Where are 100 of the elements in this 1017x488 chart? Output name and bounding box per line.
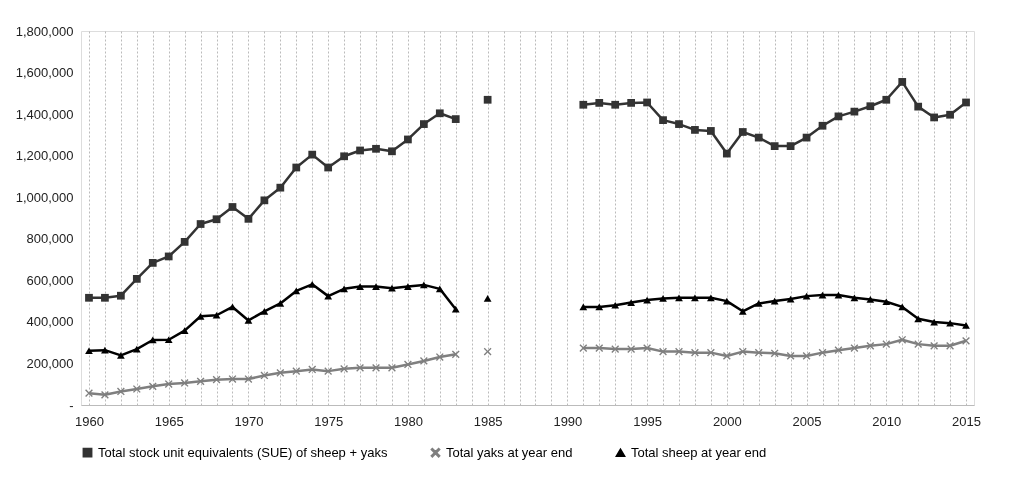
point bbox=[132, 275, 141, 283]
point bbox=[435, 353, 444, 361]
point bbox=[691, 126, 699, 134]
point bbox=[404, 360, 412, 369]
x-tick-label: 2015 bbox=[952, 413, 981, 429]
point bbox=[451, 350, 460, 359]
point bbox=[738, 128, 747, 136]
point bbox=[595, 99, 604, 107]
point bbox=[435, 109, 444, 118]
point bbox=[340, 285, 348, 293]
point bbox=[946, 341, 954, 350]
point bbox=[228, 203, 237, 211]
point bbox=[356, 146, 364, 155]
point bbox=[850, 344, 859, 352]
y-tick-label: - bbox=[69, 397, 74, 413]
x-tick-label: 1995 bbox=[633, 413, 663, 429]
point bbox=[946, 110, 954, 119]
point bbox=[914, 315, 923, 323]
point bbox=[595, 303, 604, 311]
y-tick-label: 1,600,000 bbox=[15, 65, 74, 81]
point bbox=[340, 364, 348, 373]
x-tick-label: 1965 bbox=[154, 413, 184, 429]
point bbox=[579, 344, 588, 352]
point bbox=[372, 283, 380, 290]
point bbox=[419, 120, 428, 128]
point bbox=[722, 352, 731, 360]
point bbox=[627, 345, 636, 353]
point bbox=[164, 252, 173, 261]
point bbox=[611, 345, 620, 353]
point bbox=[483, 95, 492, 104]
point bbox=[212, 215, 221, 224]
point bbox=[930, 341, 939, 350]
x-tick-label: 1980 bbox=[393, 413, 423, 429]
x-tick-label: 1990 bbox=[553, 413, 583, 429]
point bbox=[404, 283, 412, 290]
point bbox=[404, 135, 412, 144]
y-tick-label: 600,000 bbox=[26, 272, 74, 288]
point bbox=[372, 144, 380, 153]
point bbox=[116, 387, 125, 396]
point bbox=[930, 113, 939, 122]
point bbox=[707, 294, 715, 302]
point bbox=[962, 322, 970, 329]
point bbox=[643, 98, 651, 107]
point bbox=[308, 365, 317, 374]
point bbox=[308, 150, 317, 159]
point bbox=[388, 147, 396, 156]
point bbox=[292, 287, 301, 295]
x-tick-label: 1960 bbox=[75, 413, 104, 429]
point bbox=[164, 380, 173, 388]
point bbox=[754, 133, 763, 142]
point bbox=[212, 311, 221, 319]
point bbox=[356, 283, 364, 290]
point bbox=[738, 307, 747, 315]
x-tick-label: 2010 bbox=[872, 413, 902, 429]
point bbox=[356, 363, 364, 372]
y-tick-label: 1,000,000 bbox=[15, 189, 74, 205]
point bbox=[707, 348, 715, 357]
point bbox=[101, 293, 109, 302]
point bbox=[754, 348, 763, 357]
x-tick-label: 1970 bbox=[234, 413, 264, 429]
point bbox=[738, 347, 747, 356]
point bbox=[627, 99, 636, 107]
point bbox=[483, 295, 492, 302]
point bbox=[228, 375, 237, 383]
point bbox=[292, 163, 301, 172]
point bbox=[834, 346, 843, 355]
point bbox=[850, 294, 859, 302]
point bbox=[244, 317, 253, 324]
point bbox=[260, 196, 269, 205]
point bbox=[324, 163, 333, 172]
point bbox=[962, 98, 970, 107]
point bbox=[164, 336, 173, 344]
point bbox=[691, 294, 699, 302]
point bbox=[691, 348, 699, 357]
point bbox=[579, 100, 588, 109]
y-tick-label: 1,400,000 bbox=[15, 106, 74, 122]
legend-label: Total yaks at year end bbox=[446, 444, 573, 460]
point bbox=[962, 336, 970, 345]
legend-label: Total stock unit equivalents (SUE) of sheep + yaks bbox=[98, 444, 388, 460]
y-tick-label: 1,800,000 bbox=[15, 23, 74, 39]
y-tick-label: 400,000 bbox=[26, 314, 74, 330]
point bbox=[85, 389, 93, 398]
point bbox=[866, 102, 875, 111]
point bbox=[324, 367, 333, 376]
point bbox=[148, 382, 157, 391]
legend-label: Total sheep at year end bbox=[631, 444, 767, 460]
point bbox=[101, 390, 109, 399]
point bbox=[101, 346, 109, 354]
point bbox=[388, 284, 396, 292]
x-tick-label: 1975 bbox=[314, 413, 344, 429]
point bbox=[132, 385, 141, 393]
point bbox=[116, 351, 125, 359]
point bbox=[627, 299, 636, 306]
point bbox=[276, 300, 285, 307]
point bbox=[659, 347, 667, 356]
point bbox=[244, 214, 253, 223]
point bbox=[196, 377, 205, 386]
point bbox=[372, 363, 380, 372]
x-tick-label: 1985 bbox=[473, 413, 503, 429]
point bbox=[180, 238, 189, 246]
